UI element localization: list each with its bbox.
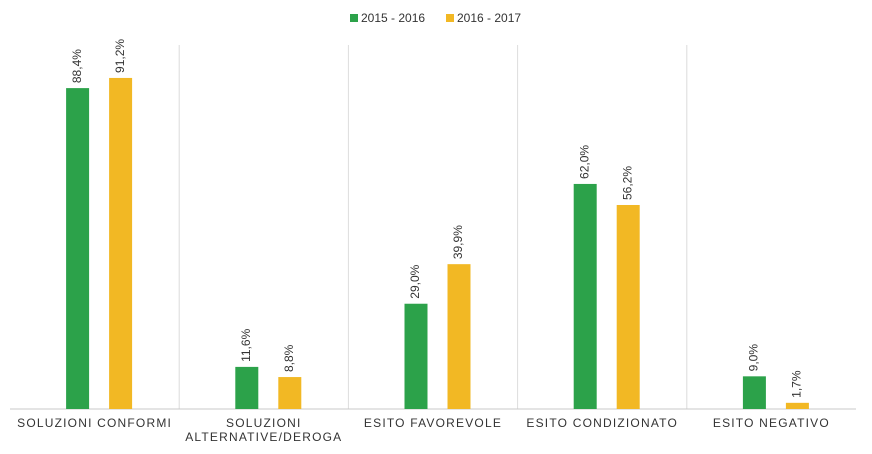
x-tick-label: SOLUZIONI CONFORMI <box>17 416 173 430</box>
bar <box>742 376 766 409</box>
bar <box>447 264 471 409</box>
x-tick-label: ESITO FAVOREVOLE <box>363 416 503 430</box>
bar <box>278 377 302 409</box>
legend-label: 2015 - 2016 <box>361 11 425 25</box>
value-label: 39,9% <box>451 225 465 259</box>
bar <box>66 88 90 409</box>
value-label: 91,2% <box>113 39 127 73</box>
value-label: 56,2% <box>620 166 634 200</box>
value-label: 8,8% <box>282 344 296 372</box>
value-label: 11,6% <box>239 328 253 361</box>
bar <box>616 204 640 409</box>
bar <box>235 366 259 409</box>
legend-swatch <box>350 14 358 22</box>
bar <box>109 77 133 409</box>
value-label: 1,7% <box>790 370 804 398</box>
value-label: 9,0% <box>747 344 761 372</box>
value-label: 62,0% <box>577 145 591 179</box>
x-tick-label: ESITO CONDIZIONATO <box>526 416 678 430</box>
bar <box>785 402 809 409</box>
value-label: 88,4% <box>70 49 84 83</box>
x-tick-label: ESITO NEGATIVO <box>712 416 830 430</box>
bar <box>573 183 597 409</box>
x-tick-label: SOLUZIONI ALTERNATIVE/DEROGA <box>185 416 343 444</box>
bar <box>404 303 428 409</box>
legend-label: 2016 - 2017 <box>457 11 521 25</box>
legend-swatch <box>446 14 454 22</box>
value-label: 29,0% <box>408 264 422 298</box>
